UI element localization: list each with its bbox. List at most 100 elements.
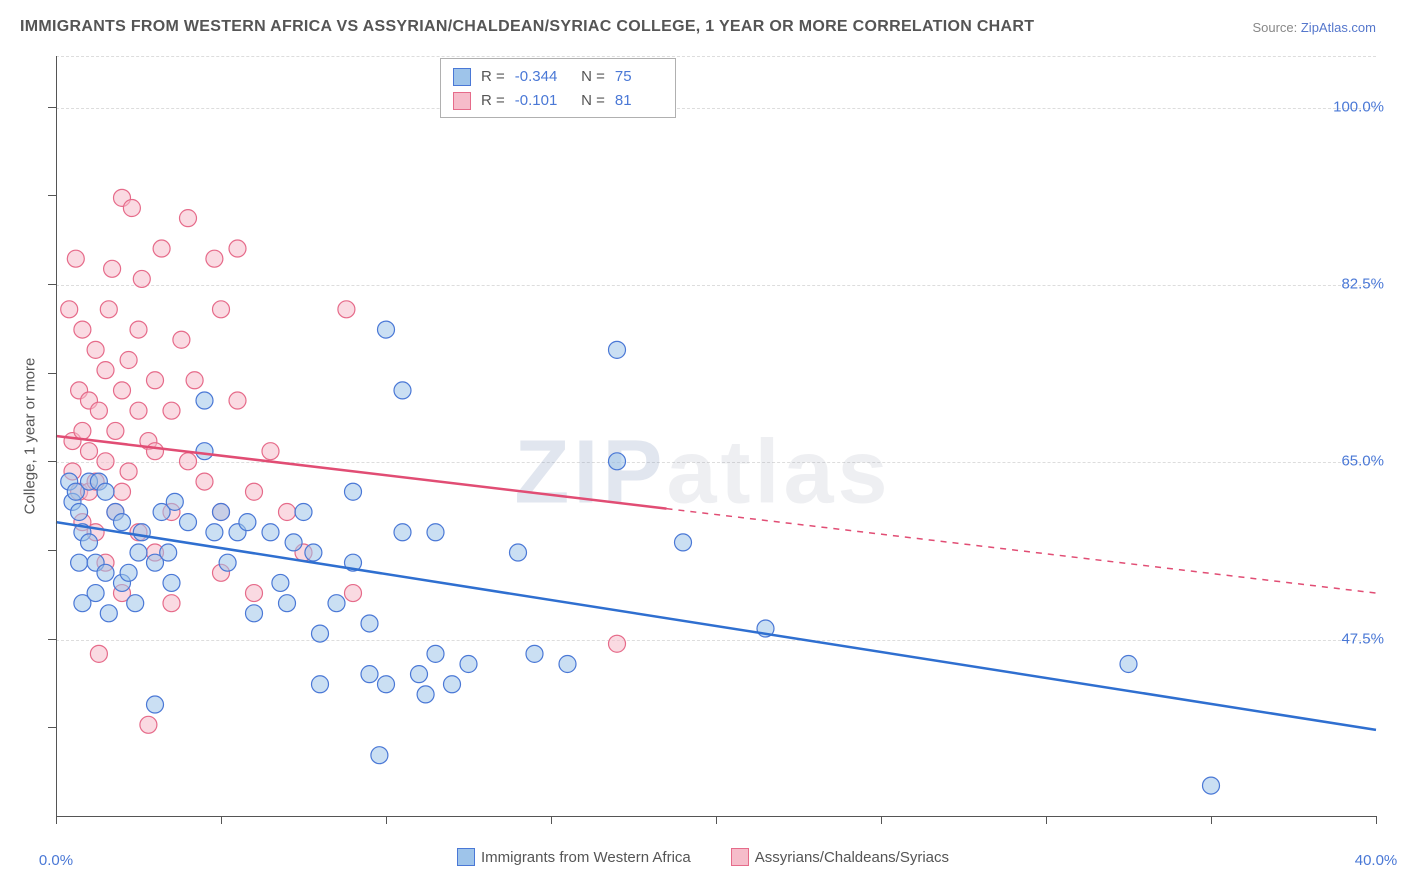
scatter-point-blue (378, 676, 395, 693)
scatter-point-pink (74, 422, 91, 439)
stats-row-blue: R = -0.344 N = 75 (453, 65, 663, 89)
scatter-point-blue (239, 514, 256, 531)
scatter-point-blue (147, 696, 164, 713)
scatter-point-pink (206, 250, 223, 267)
scatter-point-pink (130, 321, 147, 338)
y-axis-line (56, 56, 57, 816)
stat-n-value: 81 (615, 89, 663, 113)
x-tick-label: 40.0% (1355, 852, 1398, 869)
y-tick-mark (48, 461, 56, 462)
y-tick-mark (48, 639, 56, 640)
legend-item-pink: Assyrians/Chaldeans/Syriacs (731, 848, 949, 866)
scatter-point-pink (229, 240, 246, 257)
x-tick-label: 0.0% (39, 852, 73, 869)
y-tick-mark (48, 107, 56, 108)
scatter-point-blue (87, 585, 104, 602)
scatter-point-pink (74, 321, 91, 338)
swatch-pink (453, 92, 471, 110)
scatter-point-blue (394, 524, 411, 541)
stat-r-value: -0.101 (515, 89, 563, 113)
scatter-point-pink (338, 301, 355, 318)
y-axis-label: College, 1 year or more (22, 358, 39, 515)
scatter-point-pink (87, 341, 104, 358)
scatter-point-pink (90, 645, 107, 662)
legend-item-blue: Immigrants from Western Africa (457, 848, 691, 866)
stat-r-label: R = (481, 65, 505, 89)
scatter-point-pink (133, 270, 150, 287)
stat-n-value: 75 (615, 65, 663, 89)
scatter-point-pink (147, 372, 164, 389)
y-tick-mark (48, 284, 56, 285)
scatter-point-pink (90, 402, 107, 419)
scatter-point-blue (246, 605, 263, 622)
scatter-point-blue (609, 453, 626, 470)
scatter-point-blue (427, 645, 444, 662)
scatter-point-blue (526, 645, 543, 662)
scatter-point-blue (213, 504, 230, 521)
legend-label: Assyrians/Chaldeans/Syriacs (755, 849, 949, 866)
scatter-point-blue (345, 483, 362, 500)
scatter-point-blue (219, 554, 236, 571)
scatter-point-blue (1120, 656, 1137, 673)
scatter-point-blue (133, 524, 150, 541)
scatter-point-pink (229, 392, 246, 409)
scatter-point-blue (559, 656, 576, 673)
scatter-point-blue (163, 574, 180, 591)
y-tick-mark (48, 195, 56, 196)
source-link[interactable]: ZipAtlas.com (1301, 20, 1376, 35)
scatter-point-blue (127, 595, 144, 612)
scatter-point-pink (61, 301, 78, 318)
scatter-point-blue (417, 686, 434, 703)
scatter-point-blue (285, 534, 302, 551)
scatter-point-blue (295, 504, 312, 521)
scatter-point-blue (166, 493, 183, 510)
stats-row-pink: R = -0.101 N = 81 (453, 89, 663, 113)
scatter-point-pink (97, 453, 114, 470)
scatter-point-blue (71, 554, 88, 571)
y-tick-label: 100.0% (1333, 98, 1384, 115)
trend-line-pink-dashed (667, 509, 1377, 593)
scatter-point-blue (97, 564, 114, 581)
scatter-point-pink (114, 382, 131, 399)
scatter-point-blue (100, 605, 117, 622)
scatter-point-pink (163, 402, 180, 419)
scatter-point-pink (67, 250, 84, 267)
scatter-point-pink (246, 585, 263, 602)
x-tick-mark (221, 816, 222, 824)
stat-n-label: N = (573, 89, 605, 113)
scatter-point-blue (411, 666, 428, 683)
y-tick-label: 65.0% (1341, 453, 1384, 470)
scatter-point-pink (345, 585, 362, 602)
trend-line-pink (56, 436, 667, 509)
scatter-point-pink (153, 240, 170, 257)
scatter-point-pink (120, 463, 137, 480)
scatter-point-pink (186, 372, 203, 389)
x-tick-mark (56, 816, 57, 824)
scatter-point-blue (81, 534, 98, 551)
scatter-point-pink (279, 504, 296, 521)
bottom-legend: Immigrants from Western Africa Assyrians/… (0, 848, 1406, 866)
x-tick-mark (1211, 816, 1212, 824)
stat-n-label: N = (573, 65, 605, 89)
swatch-pink (731, 848, 749, 866)
scatter-point-pink (114, 483, 131, 500)
scatter-point-blue (71, 504, 88, 521)
scatter-point-pink (163, 595, 180, 612)
scatter-point-blue (361, 666, 378, 683)
scatter-point-pink (147, 443, 164, 460)
scatter-svg (56, 56, 1376, 816)
trend-line-blue (56, 522, 1376, 730)
scatter-point-blue (510, 544, 527, 561)
scatter-point-blue (279, 595, 296, 612)
scatter-point-pink (123, 200, 140, 217)
scatter-point-pink (81, 443, 98, 460)
x-tick-mark (551, 816, 552, 824)
chart-title: IMMIGRANTS FROM WESTERN AFRICA VS ASSYRI… (20, 18, 1034, 36)
scatter-point-pink (196, 473, 213, 490)
scatter-point-blue (371, 747, 388, 764)
scatter-point-pink (246, 483, 263, 500)
scatter-point-blue (427, 524, 444, 541)
y-tick-mark (48, 727, 56, 728)
scatter-point-blue (305, 544, 322, 561)
scatter-point-blue (328, 595, 345, 612)
